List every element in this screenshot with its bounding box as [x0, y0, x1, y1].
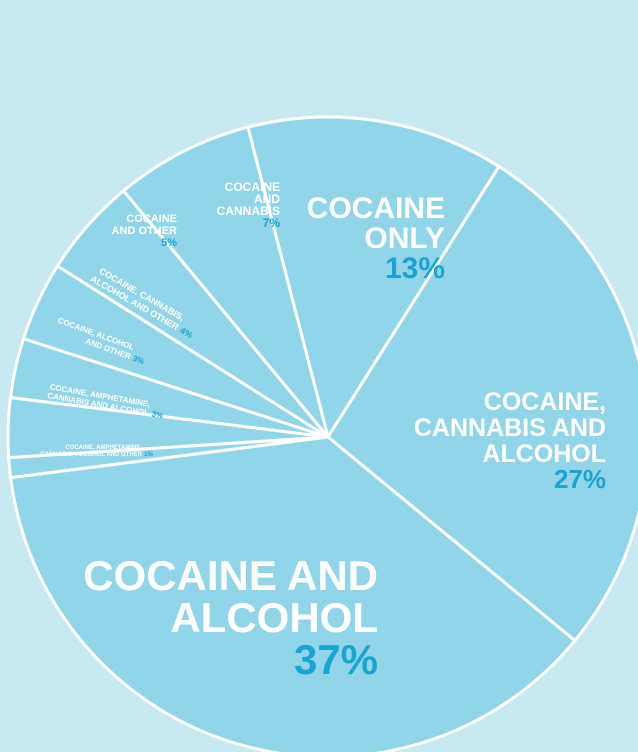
slice-label-line: COCAINE, AMPHETAMINE,	[65, 445, 142, 451]
slice-percent: 13%	[385, 252, 445, 285]
slice-label-line: COCAINE,	[484, 388, 606, 416]
slice-percent: 3%	[132, 354, 146, 366]
slice-label-line: ONLY	[364, 222, 445, 255]
slice-label-text: COCAINE, AMPHETAMINE, CANNABIS, ALCOHOL A…	[41, 445, 143, 458]
slice-label-line: ALCOHOL	[482, 440, 606, 468]
slice-label-line: CANNABIS, ALCOHOL AND OTHER	[41, 452, 143, 458]
pie-slice-3	[9, 435, 577, 752]
slice-label-4: COCAINE, AMPHETAMINE, CANNABIS, ALCOHOL A…	[41, 445, 154, 458]
slice-percent: 37%	[294, 636, 378, 683]
slice-label-line: COCAINE	[126, 213, 177, 225]
pie-slice-2	[326, 165, 638, 643]
slice-label-text: COCAINE ONLY	[307, 192, 445, 255]
pie-slice-9	[122, 125, 330, 439]
slice-label-line: CANNABIS	[217, 204, 280, 218]
slice-percent: 27%	[554, 464, 606, 494]
slice-percent: 5%	[161, 237, 177, 249]
slice-label-line: COCAINE AND	[83, 552, 378, 599]
slice-percent: 1%	[144, 452, 153, 458]
slice-percent: 7%	[263, 216, 281, 230]
slice-percent: 3%	[151, 409, 164, 420]
slice-label-line: AND OTHER	[112, 225, 177, 237]
slice-label-line: AND	[254, 192, 280, 206]
slice-label-text: COCAINE, CANNABIS AND ALCOHOL	[414, 388, 606, 468]
slice-label-line: COCAINE	[307, 192, 445, 225]
slices-layer	[6, 115, 638, 752]
slice-label-text: COCAINE AND CANNABIS	[217, 180, 281, 218]
slice-label-text: COCAINE AND OTHER	[112, 213, 177, 237]
slice-label-line: ALCOHOL	[170, 594, 378, 641]
slice-label-line: COCAINE	[225, 180, 280, 194]
pie-slice-1	[246, 115, 501, 439]
slice-label-line: CANNABIS AND	[414, 414, 606, 442]
slice-label-text: COCAINE AND ALCOHOL	[83, 552, 378, 641]
